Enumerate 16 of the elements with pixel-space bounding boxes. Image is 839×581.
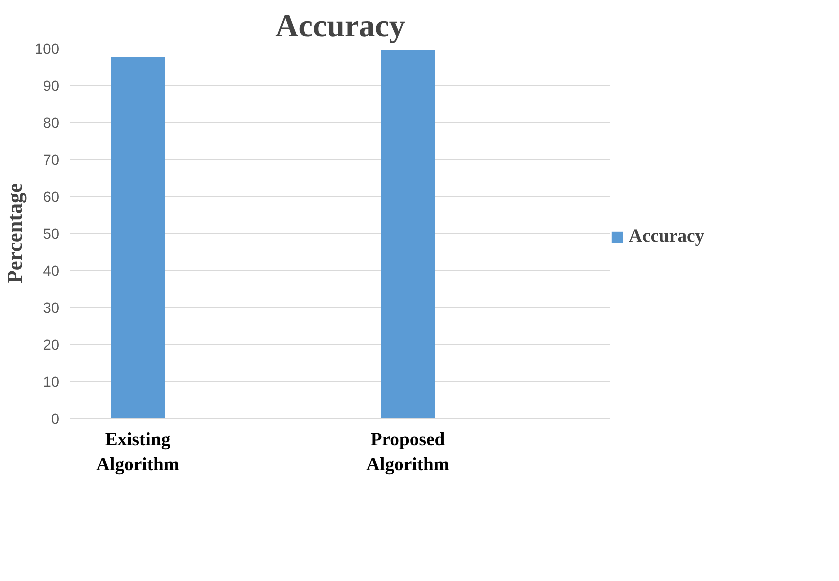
y-tick-label: 80 [43, 116, 60, 132]
y-tick-label: 50 [43, 227, 60, 243]
chart-title: Accuracy [276, 8, 406, 44]
y-tick-label: 60 [43, 190, 60, 206]
y-tick-label: 90 [43, 79, 60, 95]
y-tick-label: 0 [51, 412, 60, 428]
x-tick-label: Proposed Algorithm [366, 430, 450, 476]
y-tick-label: 10 [43, 375, 60, 391]
y-axis-title: Percentage [3, 183, 28, 284]
y-tick-label: 30 [43, 301, 60, 317]
y-tick-label: 70 [43, 153, 60, 169]
y-tick-label: 100 [35, 42, 60, 58]
x-tick-label: Existing Algorithm [96, 430, 180, 476]
y-tick-label: 40 [43, 264, 60, 280]
y-tick-label: 20 [43, 338, 60, 354]
legend-label: Accuracy [629, 226, 705, 248]
